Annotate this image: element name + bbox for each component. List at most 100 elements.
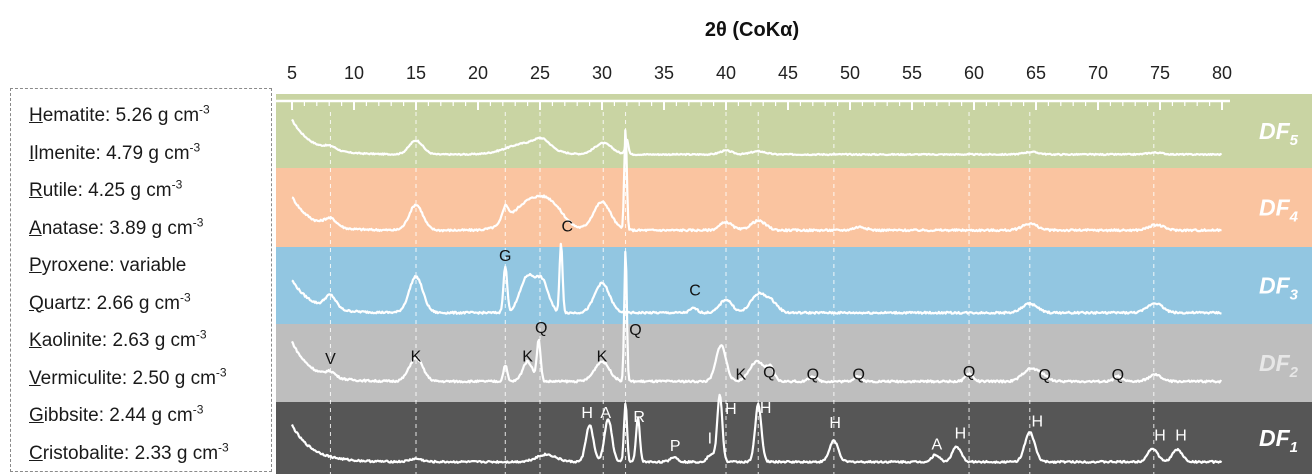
x-tick-label: 45 [778,63,798,83]
peak-annotation: K [411,349,422,366]
x-tick-label: 35 [654,63,674,83]
peak-annotation: Q [963,364,975,381]
peak-annotation: Q [852,366,864,383]
peak-annotation: H [1175,427,1187,444]
legend-item: Anatase: 3.89 g cm-3 [29,215,204,240]
legend-initial: G [29,405,44,426]
legend-unit-exponent: -3 [215,365,227,380]
peak-annotation: Q [763,364,775,381]
x-tick-label: 50 [840,63,860,83]
legend-initial: P [29,255,42,276]
peak-annotation: V [325,351,336,368]
x-tick-label: 15 [406,63,426,83]
legend-initial: H [29,105,43,126]
peak-annotation: H [955,426,967,443]
peak-annotation: H [760,400,772,417]
legend-initial: V [29,367,41,389]
peak-annotation: C [689,283,701,300]
band-label: DF1 [1259,425,1298,456]
x-tick-label: 55 [902,63,922,83]
legend-unit-exponent: -3 [195,327,207,342]
band-label: DF4 [1259,195,1299,226]
peak-annotation: A [600,405,611,422]
peak-annotation: Q [535,320,547,337]
legend-text: aolinite: 2.63 g cm [41,330,196,351]
x-tick-label: 60 [964,63,984,83]
legend-initial: C [29,442,43,464]
band-df2 [276,324,1312,402]
legend-unit-exponent: -3 [171,177,183,192]
x-tick-label: 80 [1212,63,1232,83]
x-tick-label: 5 [287,63,297,83]
legend-unit-exponent: -3 [189,140,201,155]
legend-initial: A [29,217,42,239]
legend-text: natase: 3.89 g cm [41,217,193,239]
legend-unit-exponent: -3 [192,215,204,230]
x-tick-label: 40 [716,63,736,83]
mineral-density-legend: Hematite: 5.26 g cm-3 Ilmenite: 4.79 g cm… [10,88,272,472]
peak-annotation: H [725,401,737,418]
peak-annotation: A [931,437,942,454]
legend-initial: K [29,330,42,351]
peak-annotation: K [597,349,608,366]
series-line-df4 [291,129,1222,233]
band-df5 [276,94,1312,168]
legend-text: utile: 4.25 g cm [42,180,172,201]
legend-text: ristobalite: 2.33 g cm [42,442,219,464]
legend-unit-exponent: -3 [192,402,204,417]
x-tick-label: 75 [1150,63,1170,83]
peak-annotation: R [633,409,645,426]
series-line-df3 [291,242,1222,315]
legend-initial: R [29,180,43,201]
x-tick-label: 10 [344,63,364,83]
peak-annotation: H [1154,427,1166,444]
peak-annotation: K [736,366,747,383]
peak-annotation: Q [1038,367,1050,384]
x-axis-title: 2θ (CoKα) [705,19,799,41]
legend-text: yroxene: variable [41,255,187,276]
peak-annotation: Q [629,322,641,339]
legend-text: uartz: 2.66 g cm [43,292,181,314]
peak-annotation: K [522,349,533,366]
x-tick-label: 30 [592,63,612,83]
legend-unit-exponent: -3 [199,102,210,117]
x-tick-label: 70 [1088,63,1108,83]
legend-item: Gibbsite: 2.44 g cm-3 [29,402,204,427]
legend-item: Ilmenite: 4.79 g cm-3 [29,140,201,165]
peak-annotation: H [829,415,841,432]
legend-item: Quartz: 2.66 g cm-3 [29,290,191,315]
legend-initial: Q [29,292,44,314]
peak-annotation: C [561,219,573,236]
band-label: DF3 [1259,273,1299,304]
legend-item: Rutile: 4.25 g cm-3 [29,177,183,202]
legend-initial: I [29,142,35,164]
legend-text: lmenite: 4.79 g cm [34,142,190,164]
x-tick-label: 65 [1026,63,1046,83]
band-label: DF5 [1259,118,1299,149]
band-df4 [276,168,1312,247]
peak-annotation: H [581,405,593,422]
series-line-df2 [291,250,1222,384]
series-line-df1 [290,393,1223,464]
legend-item: Hematite: 5.26 g cm-3 [29,102,210,127]
series-line-df5 [291,118,1223,157]
legend-item: Pyroxene: variable [29,255,186,277]
legend-item: Vermiculite: 2.50 g cm-3 [29,365,227,390]
legend-item: Kaolinite: 2.63 g cm-3 [29,327,207,352]
legend-unit-exponent: -3 [180,290,191,305]
peak-annotation: I [708,431,712,448]
peak-annotation: P [670,438,681,455]
peak-annotation: Q [807,366,819,383]
x-tick-label: 20 [468,63,488,83]
x-tick-label: 25 [530,63,550,83]
legend-text: ibbsite: 2.44 g cm [43,405,193,426]
band-label: DF2 [1259,350,1299,381]
legend-unit-exponent: -3 [218,440,229,455]
legend-text: ematite: 5.26 g cm [42,105,200,126]
legend-text: ermiculite: 2.50 g cm [40,367,216,389]
legend-item: Cristobalite: 2.33 g cm-3 [29,440,229,465]
peak-annotation: G [499,248,511,265]
peak-annotation: Q [1112,367,1124,384]
peak-annotation: H [1031,413,1043,430]
